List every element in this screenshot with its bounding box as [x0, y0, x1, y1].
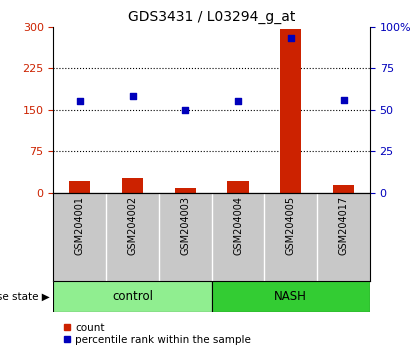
Text: disease state ▶: disease state ▶	[0, 291, 49, 302]
Point	[235, 98, 241, 104]
Bar	[228, 181, 249, 193]
Text: GSM204003: GSM204003	[180, 195, 190, 255]
Text: GSM204004: GSM204004	[233, 195, 243, 255]
Bar	[122, 178, 143, 193]
Point	[340, 97, 347, 103]
Text: NASH: NASH	[275, 290, 307, 303]
Bar	[69, 181, 90, 193]
Bar	[280, 29, 301, 193]
Text: GSM204002: GSM204002	[127, 195, 138, 255]
Text: GSM204017: GSM204017	[339, 195, 349, 255]
Text: GSM204001: GSM204001	[75, 195, 85, 255]
Point	[129, 93, 136, 99]
Text: GSM204005: GSM204005	[286, 195, 296, 255]
Bar	[212, 281, 370, 312]
Bar	[53, 281, 212, 312]
Point	[182, 107, 189, 113]
Point	[76, 98, 83, 104]
Bar	[333, 185, 354, 193]
Legend: count, percentile rank within the sample: count, percentile rank within the sample	[59, 318, 255, 349]
Bar	[175, 188, 196, 193]
Text: control: control	[112, 290, 153, 303]
Title: GDS3431 / L03294_g_at: GDS3431 / L03294_g_at	[128, 10, 296, 24]
Point	[287, 35, 294, 41]
